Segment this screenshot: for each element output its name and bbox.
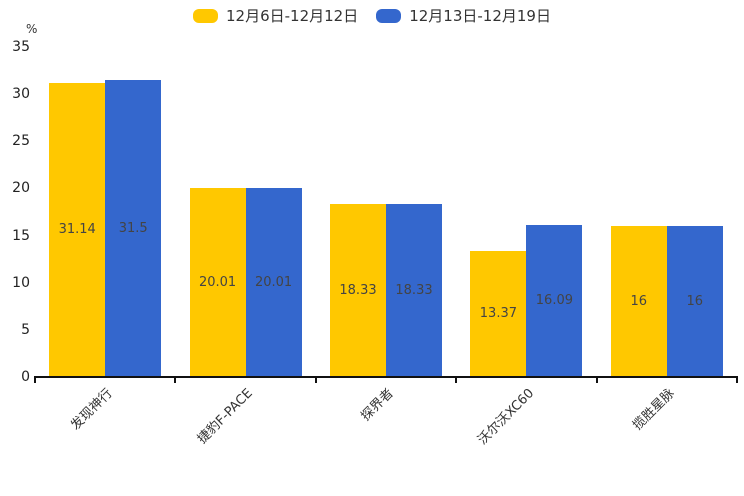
- legend-item-label: 12月13日-12月19日: [409, 7, 551, 25]
- x-category-label: 发现神行: [68, 386, 116, 434]
- bar-series1-cat3: [526, 225, 583, 377]
- bar-value-label: 31.5: [118, 220, 148, 236]
- legend-item-series-0[interactable]: 12月6日-12月12日: [193, 6, 358, 26]
- x-tick-mark: [455, 377, 458, 383]
- legend-color-swatch-icon: [193, 9, 218, 23]
- bar-value-label: 20.01: [198, 274, 237, 290]
- x-category-label: 揽胜星脉: [630, 386, 678, 434]
- bar-series0-cat3: [470, 250, 527, 377]
- bar-series1-cat0: [105, 80, 162, 377]
- bar-series1-cat2: [386, 204, 442, 377]
- x-tick-mark: [595, 377, 598, 383]
- x-axis-line: [34, 376, 738, 378]
- bar-value-label: 13.37: [479, 305, 517, 321]
- y-tick-label: 25: [12, 133, 30, 150]
- legend-item-label: 12月6日-12月12日: [226, 7, 359, 25]
- bar-series0-cat1: [189, 188, 246, 377]
- bar-value-label: 18.33: [395, 282, 433, 298]
- legend-item-series-1[interactable]: 12月13日-12月19日: [376, 6, 551, 26]
- legend-color-swatch-icon: [376, 9, 402, 23]
- y-tick-label: 5: [21, 321, 30, 338]
- y-tick-label: 30: [12, 86, 30, 103]
- bar-value-label: 31.14: [58, 222, 96, 238]
- x-category-label: 沃尔沃XC60: [475, 386, 538, 448]
- y-axis-unit-label: %: [26, 22, 38, 36]
- bar-series1-cat1: [245, 188, 302, 377]
- bar-value-label: 16.09: [535, 293, 573, 309]
- x-tick-mark: [736, 377, 738, 383]
- x-tick-mark: [314, 377, 317, 383]
- bar-series1-cat4: [666, 226, 723, 377]
- bar-series0-cat0: [49, 83, 106, 377]
- y-tick-label: 0: [21, 369, 30, 385]
- chart-legend: 12月6日-12月12日 12月13日-12月19日: [0, 6, 744, 26]
- x-tick-mark: [174, 377, 177, 383]
- y-tick-label: 15: [12, 227, 30, 244]
- bar-value-label: 18.33: [339, 282, 377, 298]
- x-category-label: 捷豹F-PACE: [195, 386, 257, 447]
- y-tick-label: 35: [12, 39, 30, 55]
- y-tick-label: 20: [12, 180, 30, 197]
- y-tick-label: 10: [12, 274, 30, 291]
- bar-value-label: 20.01: [254, 274, 293, 290]
- bar-series0-cat4: [610, 226, 667, 377]
- x-category-label: 探界者: [358, 386, 397, 425]
- x-tick-mark: [34, 377, 36, 383]
- bar-series0-cat2: [330, 204, 386, 377]
- bar-value-label: 16: [630, 293, 648, 309]
- bar-value-label: 16: [686, 293, 704, 309]
